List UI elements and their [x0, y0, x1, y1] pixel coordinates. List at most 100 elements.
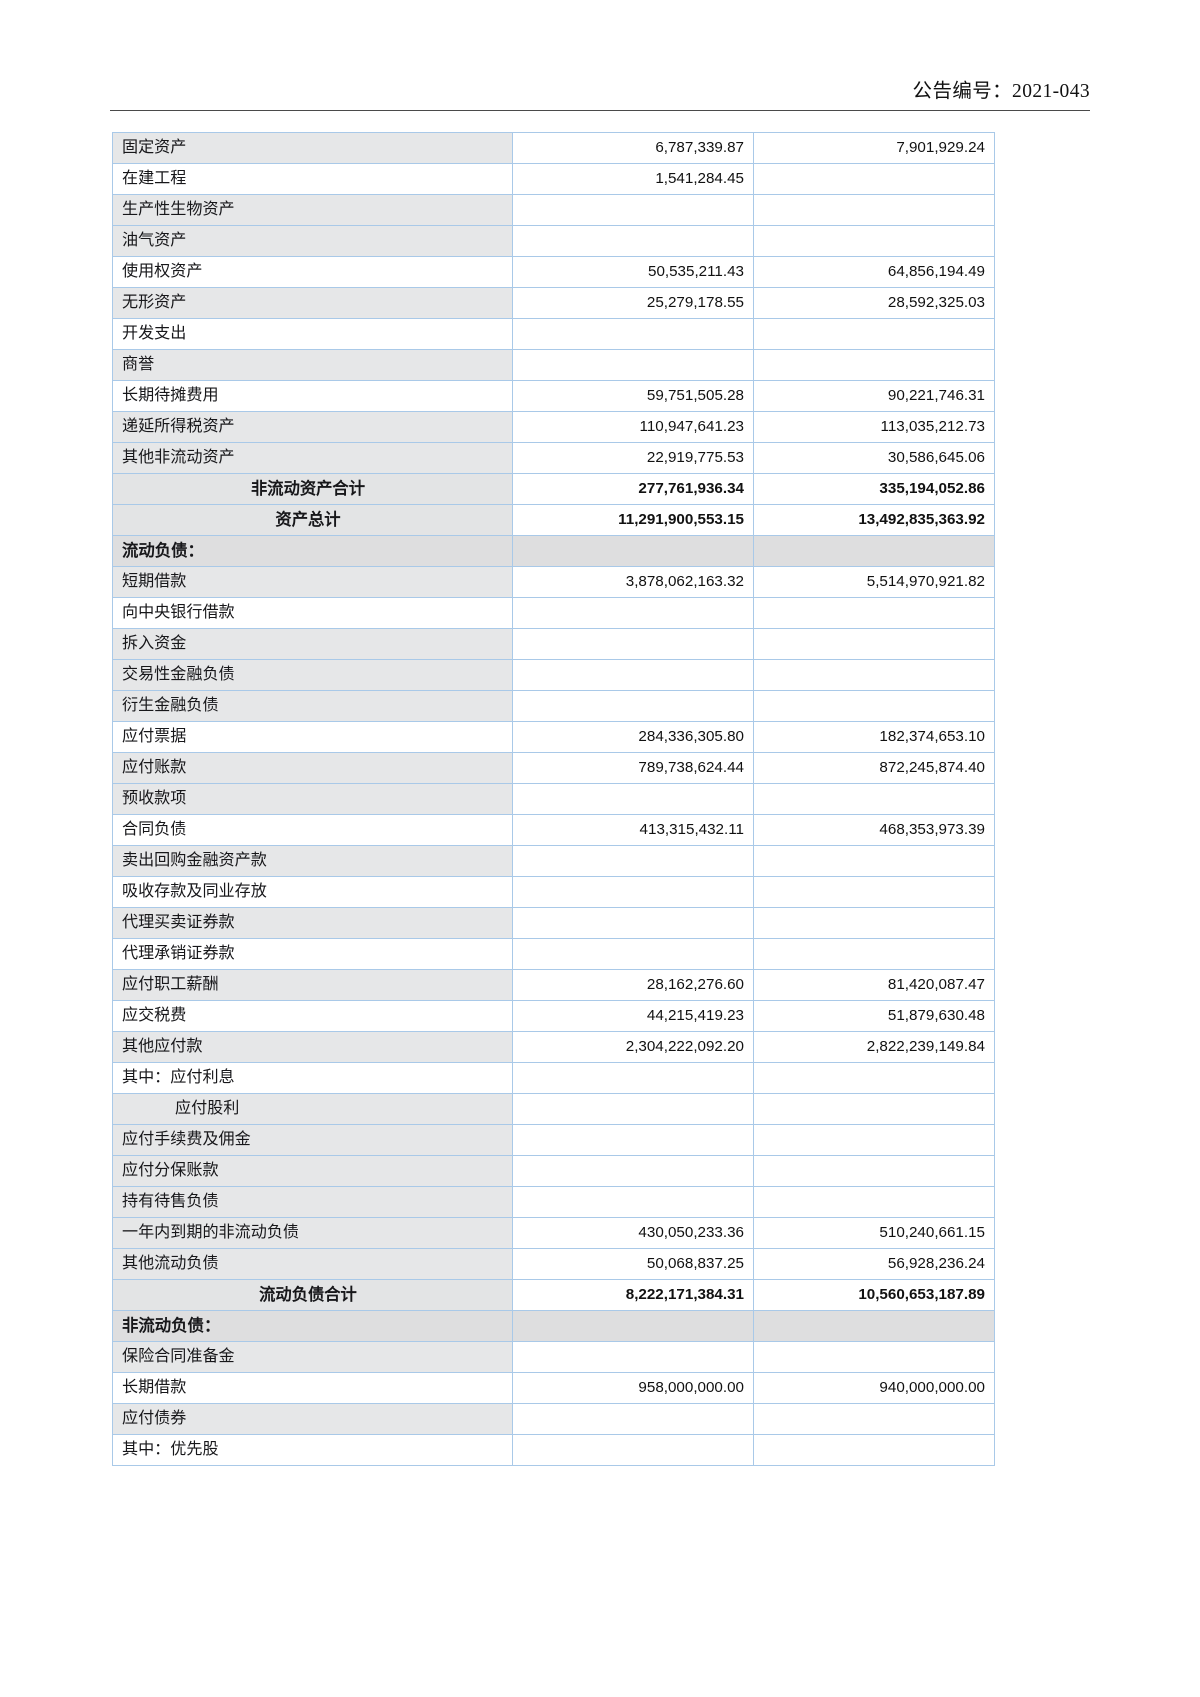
row-value-current-period	[512, 628, 754, 660]
row-value-current-period: 6,787,339.87	[512, 132, 754, 164]
row-value-prior-period: 30,586,645.06	[753, 442, 995, 474]
row-value-current-period	[512, 907, 754, 939]
row-value-prior-period	[753, 938, 995, 970]
row-value-current-period: 430,050,233.36	[512, 1217, 754, 1249]
row-value-prior-period	[753, 876, 995, 908]
row-value-current-period: 284,336,305.80	[512, 721, 754, 753]
row-label: 吸收存款及同业存放	[112, 876, 513, 908]
row-label: 合同负债	[112, 814, 513, 846]
row-value-prior-period	[753, 318, 995, 350]
row-label: 短期借款	[112, 566, 513, 598]
row-value-current-period	[512, 690, 754, 722]
row-label: 应付账款	[112, 752, 513, 784]
row-label: 递延所得税资产	[112, 411, 513, 443]
row-label: 在建工程	[112, 163, 513, 195]
row-label: 长期借款	[112, 1372, 513, 1404]
row-value-prior-period	[753, 194, 995, 226]
row-value-current-period	[512, 597, 754, 629]
row-value-prior-period	[753, 690, 995, 722]
row-value-prior-period: 468,353,973.39	[753, 814, 995, 846]
row-value-prior-period	[753, 1434, 995, 1466]
row-value-current-period: 2,304,222,092.20	[512, 1031, 754, 1063]
row-value-prior-period: 56,928,236.24	[753, 1248, 995, 1280]
table-row: 拆入资金	[112, 628, 995, 660]
row-value-current-period: 958,000,000.00	[512, 1372, 754, 1404]
table-row: 预收款项	[112, 783, 995, 815]
row-label: 无形资产	[112, 287, 513, 319]
row-value-prior-period	[753, 225, 995, 257]
row-label: 生产性生物资产	[112, 194, 513, 226]
row-value-prior-period: 182,374,653.10	[753, 721, 995, 753]
row-value-current-period	[512, 535, 754, 567]
table-row: 保险合同准备金	[112, 1341, 995, 1373]
table-row: 其他应付款 2,304,222,092.20 2,822,239,149.84	[112, 1031, 995, 1063]
row-value-current-period	[512, 845, 754, 877]
table-row: 应付职工薪酬 28,162,276.60 81,420,087.47	[112, 969, 995, 1001]
row-label: 开发支出	[112, 318, 513, 350]
table-row: 短期借款 3,878,062,163.32 5,514,970,921.82	[112, 566, 995, 598]
row-value-current-period	[512, 318, 754, 350]
balance-sheet-table: 固定资产 6,787,339.87 7,901,929.24 在建工程 1,541,28…	[112, 132, 995, 1466]
row-value-prior-period	[753, 349, 995, 381]
row-value-prior-period: 5,514,970,921.82	[753, 566, 995, 598]
row-label: 应付分保账款	[112, 1155, 513, 1187]
table-row: 交易性金融负债	[112, 659, 995, 691]
row-value-prior-period: 90,221,746.31	[753, 380, 995, 412]
table-row: 固定资产 6,787,339.87 7,901,929.24	[112, 132, 995, 164]
row-value-prior-period: 13,492,835,363.92	[753, 504, 995, 536]
row-value-current-period: 11,291,900,553.15	[512, 504, 754, 536]
row-value-current-period	[512, 1062, 754, 1094]
row-value-current-period: 277,761,936.34	[512, 473, 754, 505]
row-value-current-period	[512, 225, 754, 257]
table-row: 在建工程 1,541,284.45	[112, 163, 995, 195]
table-row: 非流动资产合计 277,761,936.34 335,194,052.86	[112, 473, 995, 505]
row-value-current-period	[512, 194, 754, 226]
table-row: 应付票据 284,336,305.80 182,374,653.10	[112, 721, 995, 753]
row-value-prior-period: 10,560,653,187.89	[753, 1279, 995, 1311]
row-value-prior-period	[753, 907, 995, 939]
table-row: 资产总计 11,291,900,553.15 13,492,835,363.92	[112, 504, 995, 536]
table-row: 无形资产 25,279,178.55 28,592,325.03	[112, 287, 995, 319]
table-body: 固定资产 6,787,339.87 7,901,929.24 在建工程 1,541,28…	[112, 132, 995, 1466]
table-row: 商誉	[112, 349, 995, 381]
row-value-current-period: 25,279,178.55	[512, 287, 754, 319]
table-row: 卖出回购金融资产款	[112, 845, 995, 877]
table-row: 衍生金融负债	[112, 690, 995, 722]
row-value-prior-period: 113,035,212.73	[753, 411, 995, 443]
table-row: 应付分保账款	[112, 1155, 995, 1187]
table-row: 其他非流动资产 22,919,775.53 30,586,645.06	[112, 442, 995, 474]
table-row: 长期借款 958,000,000.00 940,000,000.00	[112, 1372, 995, 1404]
row-value-current-period	[512, 1403, 754, 1435]
row-value-prior-period	[753, 783, 995, 815]
table-row: 持有待售负债	[112, 1186, 995, 1218]
row-value-current-period	[512, 1186, 754, 1218]
row-label: 向中央银行借款	[112, 597, 513, 629]
row-label: 长期待摊费用	[112, 380, 513, 412]
row-value-prior-period	[753, 1310, 995, 1342]
row-value-prior-period: 64,856,194.49	[753, 256, 995, 288]
row-value-prior-period: 335,194,052.86	[753, 473, 995, 505]
table-row: 非流动负债：	[112, 1310, 995, 1342]
row-value-current-period: 789,738,624.44	[512, 752, 754, 784]
row-value-current-period: 44,215,419.23	[512, 1000, 754, 1032]
row-value-prior-period	[753, 1186, 995, 1218]
row-value-prior-period: 81,420,087.47	[753, 969, 995, 1001]
row-value-current-period: 22,919,775.53	[512, 442, 754, 474]
row-value-prior-period: 28,592,325.03	[753, 287, 995, 319]
row-label: 持有待售负债	[112, 1186, 513, 1218]
row-value-current-period: 28,162,276.60	[512, 969, 754, 1001]
table-row: 开发支出	[112, 318, 995, 350]
row-value-current-period	[512, 783, 754, 815]
table-row: 应付手续费及佣金	[112, 1124, 995, 1156]
table-row: 吸收存款及同业存放	[112, 876, 995, 908]
row-value-prior-period	[753, 1403, 995, 1435]
row-value-current-period: 110,947,641.23	[512, 411, 754, 443]
row-label: 交易性金融负债	[112, 659, 513, 691]
row-value-current-period: 8,222,171,384.31	[512, 1279, 754, 1311]
row-value-prior-period	[753, 1124, 995, 1156]
row-label: 代理买卖证券款	[112, 907, 513, 939]
row-value-current-period	[512, 1434, 754, 1466]
row-value-current-period: 59,751,505.28	[512, 380, 754, 412]
row-label: 保险合同准备金	[112, 1341, 513, 1373]
table-row: 应付债券	[112, 1403, 995, 1435]
